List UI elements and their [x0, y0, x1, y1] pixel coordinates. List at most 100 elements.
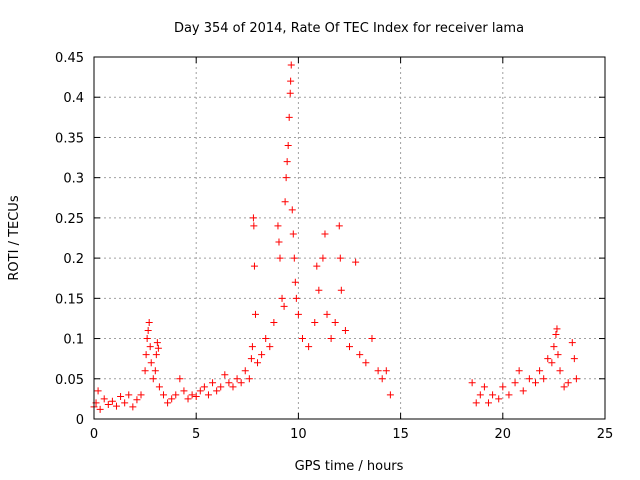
data-point: [250, 222, 258, 230]
data-point: [245, 375, 253, 383]
data-point: [282, 174, 290, 182]
x-axis-label: GPS time / hours: [295, 459, 404, 474]
data-point: [237, 379, 245, 387]
data-point: [125, 391, 133, 399]
y-tick-label: 0.05: [55, 373, 84, 388]
data-point: [311, 318, 319, 326]
data-point: [204, 391, 212, 399]
data-point: [280, 302, 288, 310]
data-point: [515, 367, 523, 375]
data-point: [356, 351, 364, 359]
axis-ticks: 0 5 10 15 20 25 0 0.05 0.1 0.15 0.2 0.25 0.3 0.35 0.4 0…: [55, 51, 613, 442]
data-point: [286, 89, 294, 97]
data-point: [151, 367, 159, 375]
data-point: [149, 375, 157, 383]
y-tick-label: 0.15: [55, 292, 84, 307]
data-point: [536, 367, 544, 375]
data-point: [281, 198, 289, 206]
data-point: [155, 383, 163, 391]
data-point: [266, 343, 274, 351]
data-point: [275, 238, 283, 246]
data-point: [108, 397, 116, 405]
data-point: [553, 325, 561, 333]
data-point: [241, 367, 249, 375]
data-point: [159, 391, 167, 399]
y-tick-label: 0.2: [63, 252, 84, 267]
data-point: [184, 395, 192, 403]
data-point: [285, 113, 293, 121]
data-point: [315, 286, 323, 294]
data-point: [319, 254, 327, 262]
y-tick-label: 0.45: [55, 51, 84, 66]
data-point: [352, 258, 360, 266]
data-point: [221, 371, 229, 379]
data-point: [117, 392, 125, 400]
data-point: [258, 351, 266, 359]
y-tick-label: 0.3: [63, 172, 84, 187]
data-point: [568, 339, 576, 347]
data-point: [276, 254, 284, 262]
data-point: [336, 254, 344, 262]
data-point: [274, 222, 282, 230]
data-point: [341, 327, 349, 335]
data-point: [217, 383, 225, 391]
data-point: [96, 405, 104, 413]
data-point: [291, 278, 299, 286]
data-point: [321, 230, 329, 238]
data-point: [362, 359, 370, 367]
data-point: [564, 379, 572, 387]
data-point: [287, 77, 295, 85]
data-point: [100, 395, 108, 403]
data-point: [572, 375, 580, 383]
data-point: [145, 318, 153, 326]
data-point: [499, 383, 507, 391]
data-point: [290, 254, 298, 262]
data-point: [484, 399, 492, 407]
data-point: [147, 359, 155, 367]
data-point: [133, 396, 141, 404]
x-tick-label: 10: [290, 427, 307, 442]
data-point: [143, 335, 151, 343]
data-point: [468, 379, 476, 387]
plot-frame: [93, 56, 606, 420]
data-point: [560, 383, 568, 391]
data-point: [298, 335, 306, 343]
data-point: [540, 375, 548, 383]
data-point: [550, 343, 558, 351]
data-point: [137, 391, 145, 399]
data-point: [233, 375, 241, 383]
data-point: [176, 375, 184, 383]
chart-title: Day 354 of 2014, Rate Of TEC Index for r…: [174, 21, 524, 36]
data-point: [495, 395, 503, 403]
data-point: [250, 262, 258, 270]
data-point: [476, 391, 484, 399]
data-point: [104, 401, 112, 409]
y-tick-label: 0.25: [55, 212, 84, 227]
data-point: [251, 310, 259, 318]
data-point: [284, 141, 292, 149]
data-point: [254, 359, 262, 367]
data-point: [489, 391, 497, 399]
data-point: [152, 351, 160, 359]
grid-lines: [94, 57, 605, 419]
data-point: [532, 379, 540, 387]
data-point: [146, 343, 154, 351]
data-point: [386, 391, 394, 399]
x-tick-label: 5: [192, 427, 200, 442]
data-point: [229, 383, 237, 391]
data-point: [225, 379, 233, 387]
data-point: [480, 383, 488, 391]
data-point: [283, 158, 291, 166]
data-point: [305, 343, 313, 351]
data-point: [192, 392, 200, 400]
data-point: [323, 310, 331, 318]
data-point: [154, 344, 162, 352]
data-point: [548, 359, 556, 367]
data-point: [327, 335, 335, 343]
data-point: [94, 387, 102, 395]
data-point: [289, 230, 297, 238]
data-point: [144, 327, 152, 335]
data-point: [262, 335, 270, 343]
data-point: [368, 335, 376, 343]
x-tick-label: 15: [392, 427, 409, 442]
